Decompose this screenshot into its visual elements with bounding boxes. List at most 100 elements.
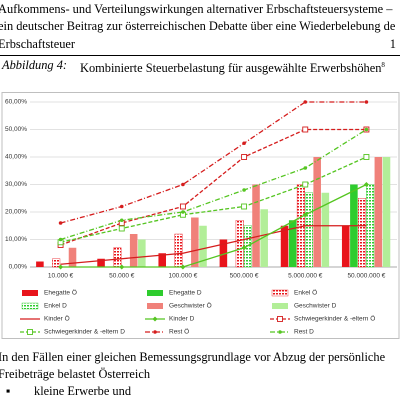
legend-label: Ehegatte D [169, 290, 202, 297]
bar [280, 225, 289, 267]
marker [364, 127, 369, 132]
line [60, 101, 367, 224]
marker [58, 264, 64, 270]
x-tick-label: 10.000 € [48, 273, 74, 280]
body-line: Freibeträge belastet Österreich [0, 367, 151, 381]
marker [119, 204, 124, 209]
bar [129, 234, 138, 267]
marker [302, 126, 309, 133]
bar [68, 247, 77, 267]
bar [305, 192, 314, 268]
y-tick-label: 50,00% [5, 126, 27, 133]
y-tick-label: 60,00% [5, 99, 27, 106]
marker [278, 330, 282, 334]
marker [241, 245, 247, 251]
marker [363, 182, 369, 187]
line [60, 156, 367, 243]
body-line: In den Fällen einer gleichen Bemessungsg… [0, 350, 386, 364]
header-line: Aufkommens- und Verteilungswirkungen alt… [0, 2, 393, 16]
bar [36, 261, 44, 267]
caption-label: Abbildung 4: [2, 58, 68, 72]
y-tick-label: 10,00% [5, 236, 27, 243]
legend-label: Schwiegerkinder & -eltern Ö [294, 315, 375, 323]
bar [158, 253, 167, 267]
legend-swatch [21, 302, 39, 310]
bar [191, 217, 199, 267]
x-tick-label: 5.000.000 € [288, 273, 323, 280]
header-line: ein deutscher Beitrag zur österreichisch… [0, 19, 396, 33]
bar [382, 157, 391, 267]
legend-label: Schwiegerkinder & -eltern D [44, 329, 125, 336]
bar [113, 247, 122, 268]
legend-swatch [22, 290, 38, 296]
bar [260, 209, 268, 267]
header-line: Erbschaftsteuer [0, 37, 76, 51]
marker [242, 188, 246, 192]
legend-swatch [147, 303, 163, 309]
bar [374, 157, 383, 267]
marker [302, 212, 308, 218]
legend-label: Geschwister D [294, 303, 337, 310]
bullet-marker: ▪ [6, 384, 11, 398]
marker [153, 330, 157, 334]
legend-label: Enkel D [44, 303, 67, 310]
bar [52, 258, 61, 268]
line [60, 128, 367, 246]
bar [358, 198, 367, 268]
legend-label: Kinder D [169, 316, 195, 323]
bar [235, 220, 244, 268]
marker [152, 316, 158, 322]
x-tick-label: 100.000 € [168, 273, 197, 280]
line [60, 183, 367, 268]
marker [119, 264, 125, 270]
marker [58, 221, 63, 225]
y-tick-label: 30,00% [5, 181, 27, 188]
y-tick-label: 0,00% [9, 264, 28, 271]
x-tick-label: 500.000 € [230, 273, 259, 280]
legend-label: Ehegatte Ö [44, 289, 77, 297]
legend-label: Kinder Ö [44, 315, 70, 323]
marker [27, 329, 33, 335]
legend-label: Geschwister Ö [169, 302, 212, 310]
bullet-text: kleine Erwerbe und [34, 384, 132, 398]
chart: 0,00% 10,00% 20,00% 30,00% 40,00% 50,00% 60,00… [1, 92, 400, 339]
footnote-mark: 8 [381, 61, 385, 69]
bar [313, 157, 321, 267]
legend-swatch [271, 289, 289, 297]
chart-border [1, 92, 400, 339]
x-tick-label: 50.000 € [109, 273, 135, 280]
bar [219, 239, 228, 267]
marker [241, 154, 248, 160]
legend-label: Rest D [294, 329, 314, 336]
marker [277, 316, 283, 322]
header-rule [0, 55, 400, 56]
bar [288, 220, 297, 267]
legend-swatch [147, 290, 163, 296]
bar [252, 184, 260, 267]
bar [321, 192, 330, 267]
y-tick-label: 40,00% [5, 154, 27, 161]
line [60, 128, 367, 241]
y-tick-label: 20,00% [5, 209, 27, 216]
marker [241, 203, 248, 210]
bar [174, 233, 183, 268]
marker [181, 182, 185, 187]
bar [138, 239, 146, 267]
marker [179, 203, 186, 210]
marker [303, 100, 308, 104]
marker [58, 237, 63, 242]
marker [242, 141, 246, 146]
line [60, 225, 367, 265]
legend-swatch [272, 303, 288, 309]
legend-label: Rest Ö [169, 328, 189, 336]
bar [199, 225, 207, 267]
bar [366, 184, 375, 268]
x-tick-label: 50.000.000 € [347, 273, 385, 280]
marker [119, 218, 124, 223]
marker [303, 166, 308, 170]
page-number: 1 [389, 37, 396, 51]
legend-label: Enkel Ö [294, 289, 317, 297]
marker [180, 264, 186, 270]
bar [97, 258, 105, 267]
